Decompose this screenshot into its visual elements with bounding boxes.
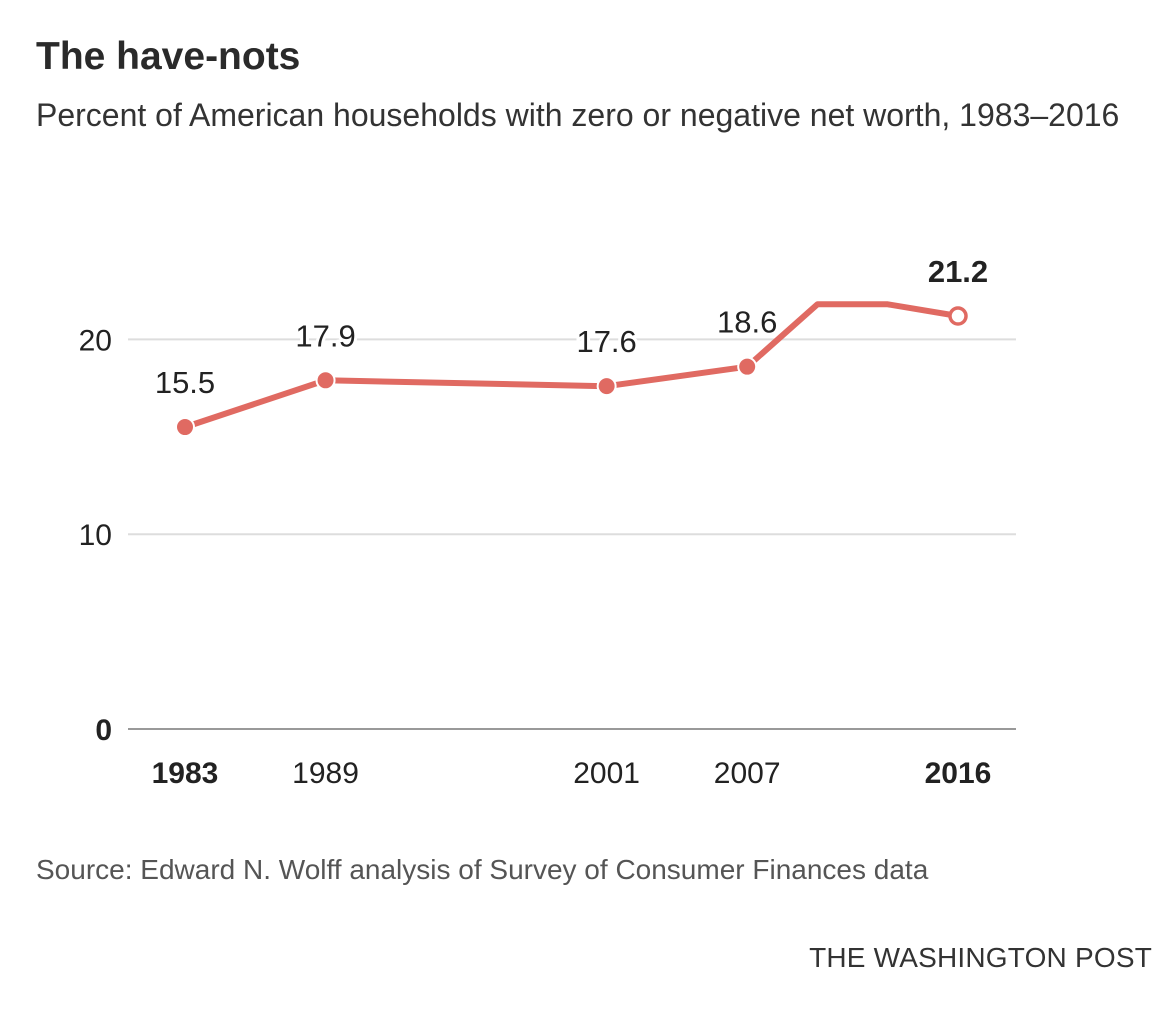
chart-title: The have-nots <box>36 35 301 78</box>
x-tick-label: 2007 <box>714 757 781 790</box>
x-axis-ticks: 1983 1989 2001 2007 2016 <box>152 757 992 790</box>
data-point-marker <box>596 376 617 397</box>
data-label: 18.6 <box>717 305 777 340</box>
data-point-marker <box>948 306 968 326</box>
x-tick-label: 2016 <box>925 757 992 790</box>
x-tick-label: 2001 <box>573 757 640 790</box>
data-label: 17.9 <box>295 318 355 353</box>
data-label: 21.2 <box>928 254 988 289</box>
source-note: Source: Edward N. Wolff analysis of Surv… <box>36 854 929 885</box>
data-markers <box>175 306 968 438</box>
y-axis-ticks: 0 10 20 <box>79 324 112 747</box>
y-tick-label: 10 <box>79 519 112 552</box>
data-point-marker <box>737 356 758 377</box>
data-label: 17.6 <box>576 324 636 359</box>
x-tick-label: 1989 <box>292 757 359 790</box>
data-labels: 15.5 17.9 17.6 18.6 21.2 <box>152 251 991 403</box>
x-tick-label: 1983 <box>152 757 219 790</box>
publisher-credit: THE WASHINGTON POST <box>809 942 1152 973</box>
y-tick-label: 20 <box>79 324 112 357</box>
gridlines <box>128 338 1016 730</box>
data-label: 15.5 <box>155 365 215 400</box>
data-point-marker <box>175 417 195 438</box>
data-point-marker <box>315 370 336 391</box>
y-tick-label: 0 <box>95 714 112 747</box>
chart-subtitle: Percent of American households with zero… <box>36 97 1120 133</box>
